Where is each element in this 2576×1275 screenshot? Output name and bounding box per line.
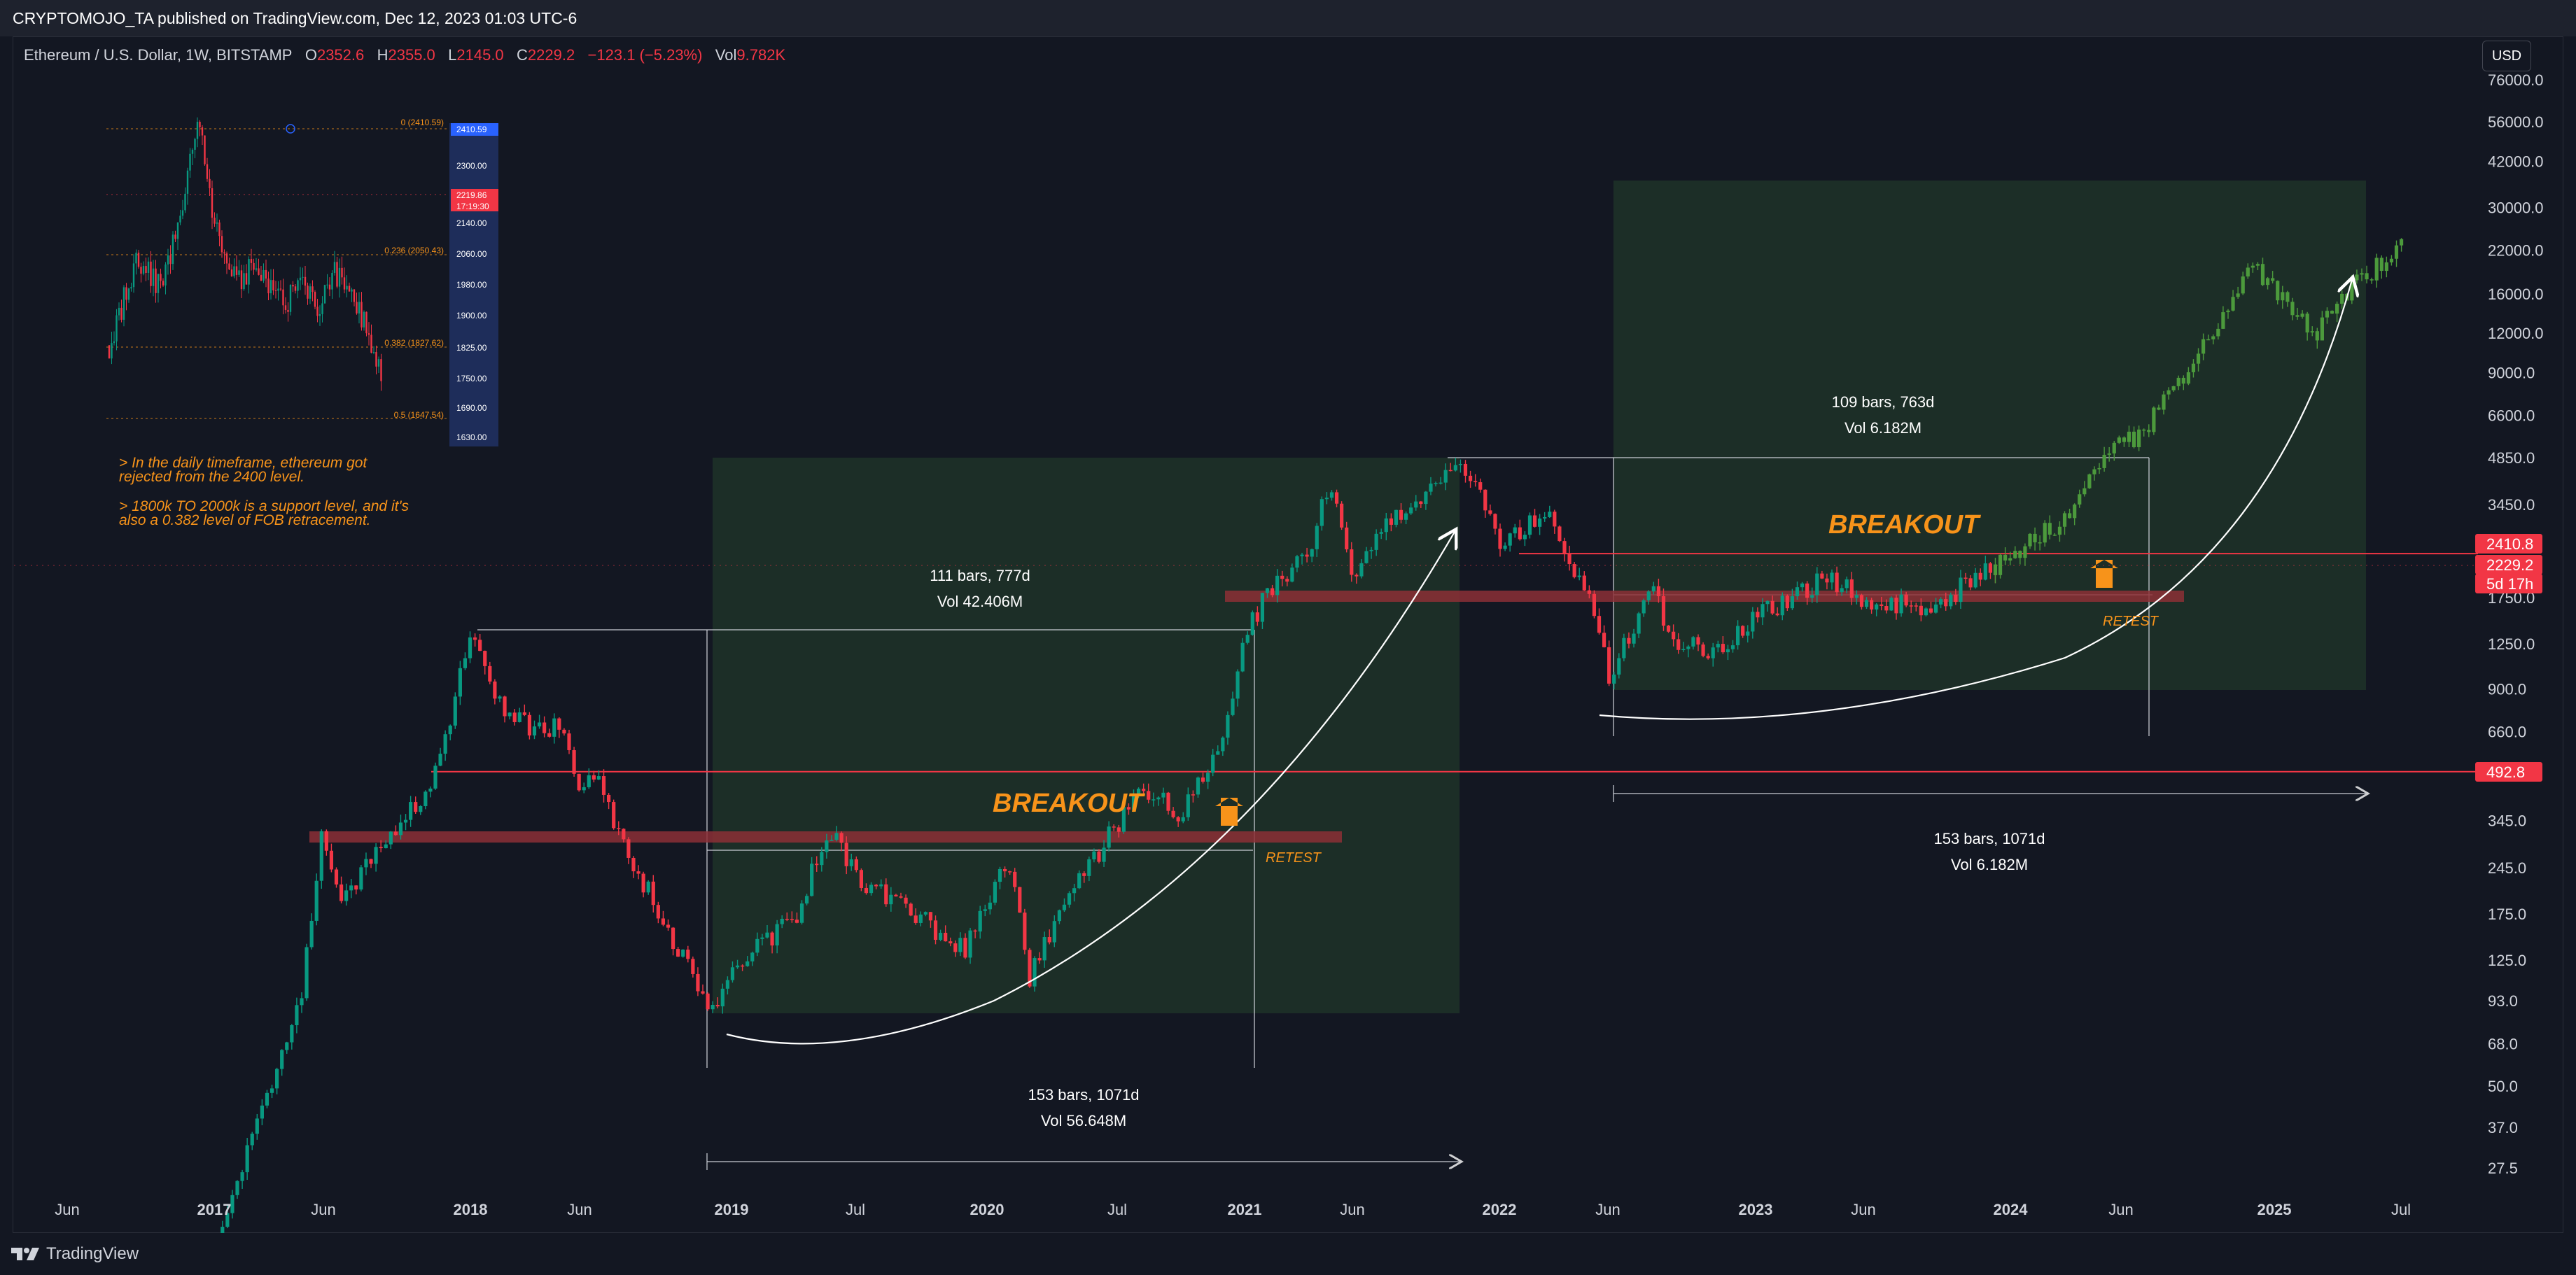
tradingview-logo-icon: [11, 1248, 39, 1260]
low-value: 2145.0: [456, 46, 504, 64]
volume-label: Vol: [715, 46, 737, 64]
change-value: −123.1 (−5.23%): [587, 46, 703, 64]
open-label: O: [304, 46, 317, 64]
top-bar: CRYPTOMOJO_TA published on TradingView.c…: [0, 0, 2576, 36]
symbol-name[interactable]: Ethereum / U.S. Dollar, 1W, BITSTAMP: [24, 46, 293, 64]
footer-bar: TradingView: [0, 1233, 2576, 1275]
low-label: L: [448, 46, 457, 64]
chart-frame: [13, 36, 2563, 1233]
close-label: C: [517, 46, 528, 64]
open-value: 2352.6: [316, 46, 365, 64]
currency-button[interactable]: USD: [2482, 41, 2531, 71]
tradingview-logo[interactable]: TradingView: [11, 1244, 139, 1264]
high-value: 2355.0: [388, 46, 435, 64]
high-label: H: [377, 46, 388, 64]
footer-brand: TradingView: [46, 1244, 139, 1263]
volume-value: 9.782K: [736, 46, 786, 64]
close-value: 2229.2: [527, 46, 575, 64]
symbol-legend: Ethereum / U.S. Dollar, 1W, BITSTAMP O23…: [24, 46, 785, 64]
publisher-line: CRYPTOMOJO_TA published on TradingView.c…: [13, 8, 578, 27]
